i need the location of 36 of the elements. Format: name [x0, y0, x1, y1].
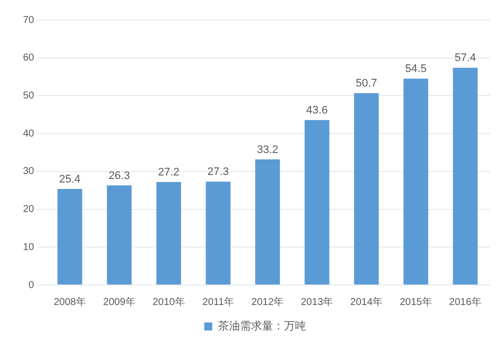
bar — [354, 93, 379, 284]
x-tick-label: 2016年 — [449, 296, 482, 308]
legend-label: 茶油需求量：万吨 — [218, 320, 306, 333]
x-tick-label: 2010年 — [152, 296, 185, 308]
data-label: 57.4 — [454, 52, 476, 64]
y-tick-label: 70 — [23, 14, 35, 26]
data-label: 33.2 — [256, 144, 278, 156]
data-label: 43.6 — [306, 104, 328, 116]
y-tick-label: 20 — [23, 204, 35, 216]
data-label: 50.7 — [356, 78, 378, 90]
bar — [106, 185, 132, 284]
x-tick-label: 2011年 — [202, 296, 234, 308]
data-label: 27.3 — [207, 166, 229, 178]
data-label: 25.4 — [59, 173, 81, 186]
y-tick-label: 0 — [28, 280, 35, 291]
y-tick-label: 30 — [23, 166, 35, 178]
x-tick-label: 2013年 — [300, 296, 334, 308]
bar — [403, 78, 428, 284]
y-tick-label: 10 — [23, 242, 35, 253]
data-label: 54.5 — [405, 63, 427, 76]
data-label: 26.3 — [108, 170, 130, 182]
bar — [206, 182, 230, 284]
bar — [57, 188, 82, 284]
y-tick-label: 40 — [23, 128, 35, 140]
data-label: 27.2 — [158, 166, 180, 179]
bar — [304, 120, 330, 284]
x-tick-label: 2015年 — [400, 296, 432, 308]
x-tick-label: 2009年 — [103, 296, 136, 308]
x-tick-label: 2014年 — [350, 296, 383, 308]
x-tick-label: 2012年 — [251, 296, 284, 308]
bar — [156, 182, 182, 284]
bar — [255, 159, 280, 284]
y-tick-label: 60 — [23, 52, 35, 64]
bar — [452, 68, 478, 284]
x-tick-label: 2008年 — [54, 296, 86, 308]
y-tick-label: 50 — [23, 90, 35, 102]
